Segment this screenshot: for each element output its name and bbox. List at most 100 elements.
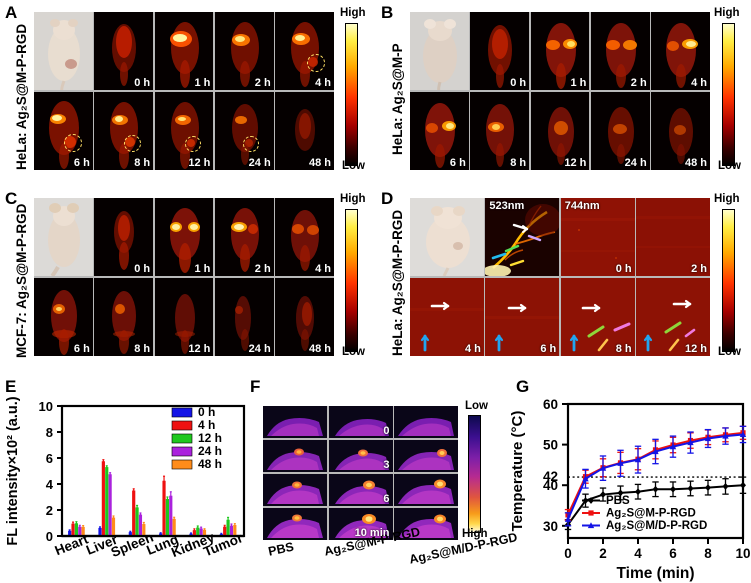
panel-a-colorbar-high: High xyxy=(340,7,366,19)
svg-text:Ag₂S@M-P-RGD: Ag₂S@M-P-RGD xyxy=(606,508,696,520)
panel-c-cell-12h: 12 h xyxy=(154,277,214,356)
panel-d-mouse-photo xyxy=(410,198,484,277)
panel-b-cell-1h: 1 h xyxy=(530,12,590,91)
panel-a-timestamp: 0 h xyxy=(134,77,151,90)
svg-text:6: 6 xyxy=(46,451,53,466)
panel-b-timestamp: 12 h xyxy=(564,157,587,169)
panel-c-cell-2h: 2 h xyxy=(214,198,274,277)
panel-a-cell-6h: 6 h xyxy=(34,91,93,170)
panel-b-timestamp: 4 h xyxy=(691,77,707,90)
panel-b-cell-2h: 2 h xyxy=(590,12,650,91)
panel-c-timestamp: 12 h xyxy=(188,343,211,355)
svg-text:Time (min): Time (min) xyxy=(616,565,694,582)
panel-f-cell-agsmdprgd-3 xyxy=(394,439,458,473)
svg-text:12 h: 12 h xyxy=(198,431,222,445)
tumor-marker-ring xyxy=(307,54,326,72)
panel-c-cell-4h: 4 h xyxy=(275,198,334,277)
panel-a-timestamp: 4 h xyxy=(315,77,331,90)
panel-f-colorbar-low: Low xyxy=(465,400,488,412)
panel-b-cell-0h: 0 h xyxy=(470,12,530,91)
panel-b-cell-24h: 24 h xyxy=(590,91,650,170)
panel-b-cell-4h: 4 h xyxy=(651,12,710,91)
panel-c-letter: C xyxy=(5,189,18,208)
panel-c-timestamp: 0 h xyxy=(134,263,151,276)
svg-text:48 h: 48 h xyxy=(198,457,222,471)
tumor-marker-ring xyxy=(242,135,259,152)
panel-b-timestamp: 1 h xyxy=(570,77,587,90)
svg-text:Ag₂S@M/D-P-RGD: Ag₂S@M/D-P-RGD xyxy=(606,520,707,532)
panel-c-cell-8h: 8 h xyxy=(94,277,154,356)
panel-a-cell-48h: 48 h xyxy=(275,91,334,170)
panel-b-timestamp: 6 h xyxy=(449,157,466,169)
panel-f-colorbar-high: High xyxy=(462,528,488,540)
panel-a-timestamp: 12 h xyxy=(188,157,211,169)
svg-text:24 h: 24 h xyxy=(198,444,222,458)
panel-d-colorbar xyxy=(722,209,735,352)
panel-b-timestamp: 8 h xyxy=(510,157,527,169)
svg-text:60: 60 xyxy=(543,397,558,412)
panel-a-timestamp: 2 h xyxy=(254,77,271,90)
panel-c-image-grid: 0 h 1 h 2 h 4 h xyxy=(34,198,334,356)
panel-d-timestamp: 4 h xyxy=(464,343,481,355)
panel-b-colorbar-low: Low xyxy=(718,160,741,172)
svg-text:FL intensity×10² (a.u.): FL intensity×10² (a.u.) xyxy=(5,396,21,545)
panel-c-mouse-photo xyxy=(34,198,93,277)
panel-g-line-chart: 30 40 50 60 0 2 4 6 8 10 42 PBSAg₂S@M-P-RGDAg₂S@M/D… xyxy=(509,397,751,582)
panel-d-cell-0h: 744nm 0 h xyxy=(560,198,635,277)
panel-a-cell-12h: 12 h xyxy=(154,91,214,170)
panel-c-timestamp: 6 h xyxy=(73,343,90,355)
panel-c-ylabel: MCF-7: Ag₂S@M-P-RGD xyxy=(14,203,29,358)
svg-text:0 h: 0 h xyxy=(198,405,215,419)
tumor-marker-ring xyxy=(184,135,201,152)
panel-d-colorbar-low: Low xyxy=(718,346,741,358)
panel-f-cell-agsmdprgd-0 xyxy=(394,406,458,439)
panel-f-cell-pbs-0 xyxy=(263,406,327,439)
panel-f-row-label: 3 xyxy=(383,459,390,472)
panel-d-cell-6h: 6 h xyxy=(485,277,560,356)
panel-f-cell-agsmprgd-10: 10 min xyxy=(328,507,393,540)
panel-b-cell-6h: 6 h xyxy=(410,91,469,170)
panel-f-cell-agsmdprgd-10 xyxy=(394,507,458,540)
svg-text:Temperature (°C): Temperature (°C) xyxy=(509,411,526,532)
panel-c-cell-48h: 48 h xyxy=(275,277,334,356)
panel-b-ylabel: HeLa: Ag₂S@M-P xyxy=(390,43,405,155)
panel-a-colorbar-low: Low xyxy=(342,160,365,172)
panel-c-timestamp: 1 h xyxy=(194,263,211,276)
tumor-marker-ring xyxy=(124,134,142,152)
panel-e-bar-chart: 0246810HeartLiverSpleenLungKidneyTumor0 … xyxy=(5,396,246,560)
panel-a-letter: A xyxy=(5,3,18,22)
svg-text:6: 6 xyxy=(669,546,677,561)
panel-d-cell-523nm: 523nm xyxy=(485,198,560,277)
panel-f-cell-agsmprgd-3: 3 xyxy=(328,439,393,473)
svg-text:2: 2 xyxy=(46,503,53,518)
panel-a-timestamp: 6 h xyxy=(73,157,90,169)
panel-f-row-label: 10 min xyxy=(354,527,390,539)
panel-f-cell-pbs-10 xyxy=(263,507,327,540)
panel-a-cell-4h: 4 h xyxy=(275,12,334,91)
panel-f-cell-agsmprgd-6: 6 xyxy=(328,473,393,507)
svg-text:PBS: PBS xyxy=(606,495,630,507)
panel-a-image-grid: 0 h 1 h 2 h 4 h xyxy=(34,12,334,170)
panel-a-ylabel: HeLa: Ag₂S@M-P-RGD xyxy=(14,23,29,170)
panel-a-cell-0h: 0 h xyxy=(94,12,154,91)
panel-a-cell-1h: 1 h xyxy=(154,12,214,91)
panel-d-channel-label: 744nm xyxy=(564,200,600,212)
panel-f-image-grid: 0 3 xyxy=(263,406,458,540)
svg-text:2: 2 xyxy=(599,546,607,561)
panel-g-letter: G xyxy=(516,377,530,396)
panel-b-timestamp: 24 h xyxy=(624,157,647,169)
svg-text:4: 4 xyxy=(634,546,642,561)
panel-d-timestamp: 0 h xyxy=(615,263,632,276)
panel-f-colorbar xyxy=(468,415,481,533)
panel-d-cell-12h: 12 h xyxy=(636,277,710,356)
panel-a-colorbar xyxy=(345,23,358,166)
panel-d-ylabel: HeLa: Ag₂S@M-P-RGD xyxy=(390,209,405,356)
panel-d-channel-label: 523nm xyxy=(489,200,525,212)
panel-b-timestamp: 2 h xyxy=(630,77,647,90)
panel-d-colorbar-high: High xyxy=(714,193,740,205)
panel-b-colorbar xyxy=(722,23,735,166)
panel-b-cell-12h: 12 h xyxy=(530,91,590,170)
panel-a-timestamp: 24 h xyxy=(248,157,271,169)
panel-b-timestamp: 48 h xyxy=(684,157,707,169)
tumor-marker-ring xyxy=(64,133,82,152)
